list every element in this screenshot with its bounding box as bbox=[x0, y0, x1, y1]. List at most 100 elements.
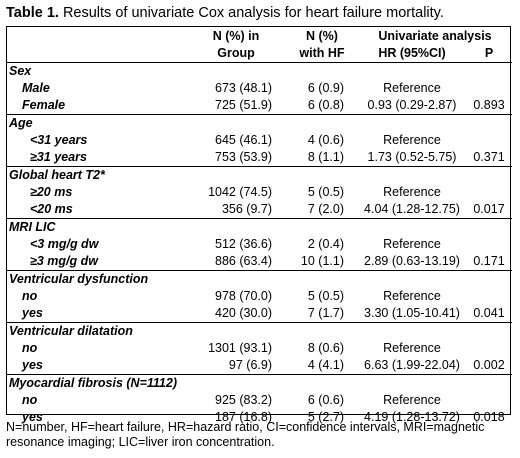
cell-n-group: 753 (53.9) bbox=[215, 150, 272, 164]
row-label: <31 years bbox=[30, 133, 88, 147]
table-row: yes 187 (16.8) 5 (2.7) 4.19 (1.28-13.72) 0.0… bbox=[6, 409, 512, 426]
table-row: ≥31 years 753 (53.9) 8 (1.1) 1.73 (0.52-5.7… bbox=[6, 149, 512, 167]
cell-p: 0.018 bbox=[473, 410, 505, 424]
table-title: Results of univariate Cox analysis for h… bbox=[58, 5, 444, 21]
cell-n-group: 97 (6.9) bbox=[228, 358, 272, 372]
cell-n-hf: 5 (0.5) bbox=[307, 289, 344, 303]
table-row: ≥3 mg/g dw 886 (63.4) 10 (1.1) 2.89 (0.63-1… bbox=[6, 253, 512, 271]
cell-n-group: 1042 (74.5) bbox=[208, 185, 272, 199]
cell-n-hf: 5 (2.7) bbox=[307, 410, 344, 424]
group-title: MRI LIC bbox=[6, 218, 513, 236]
cell-hr: 2.89 (0.63-13.19) bbox=[364, 254, 460, 268]
cell-n-hf: 5 (0.5) bbox=[307, 185, 344, 199]
table-footnote: N=number, HF=heart failure, HR=hazard ra… bbox=[6, 420, 485, 449]
cell-n-group: 925 (83.2) bbox=[215, 393, 272, 407]
cell-p: 0.017 bbox=[473, 202, 505, 216]
cell-hr: 6.63 (1.99-22.04) bbox=[364, 358, 460, 372]
row-label: yes bbox=[22, 358, 43, 372]
cell-hr: Reference bbox=[383, 81, 441, 95]
col-n-group-header: N (%) in bbox=[212, 29, 260, 43]
row-label: <3 mg/g dw bbox=[30, 237, 99, 251]
row-label: no bbox=[22, 393, 38, 407]
group-title: Global heart T2* bbox=[6, 166, 513, 184]
group-title: Age bbox=[6, 114, 513, 132]
col-p-header: P bbox=[484, 46, 494, 60]
row-label: ≥3 mg/g dw bbox=[30, 254, 98, 268]
table-label: Table 1. bbox=[6, 5, 59, 21]
cell-hr: Reference bbox=[383, 237, 441, 251]
table-row: no 925 (83.2) 6 (0.6) Reference bbox=[6, 392, 512, 409]
col-hr-header: HR (95%CI) bbox=[378, 46, 446, 60]
cell-p: 0.041 bbox=[473, 306, 505, 320]
cell-n-group: 725 (51.9) bbox=[215, 98, 272, 112]
cell-p bbox=[466, 184, 512, 201]
cell-p bbox=[466, 288, 512, 305]
cell-n-hf: 4 (0.6) bbox=[307, 133, 344, 147]
cell-hr: 0.93 (0.29-2.87) bbox=[367, 98, 457, 112]
cell-hr: 3.30 (1.05-10.41) bbox=[364, 306, 460, 320]
col-n-group-header-2: Group bbox=[217, 46, 255, 60]
table-row: no 1301 (93.1) 8 (0.6) Reference bbox=[6, 340, 512, 357]
table-row: ≥20 ms 1042 (74.5) 5 (0.5) Reference bbox=[6, 184, 512, 201]
group-header-row: Ventricular dilatation bbox=[6, 322, 513, 340]
cell-n-hf: 7 (2.0) bbox=[307, 202, 344, 216]
cell-p: 0.171 bbox=[473, 254, 505, 268]
cell-n-group: 886 (63.4) bbox=[215, 254, 272, 268]
group-title: Sex bbox=[6, 62, 513, 80]
row-label: Female bbox=[22, 98, 66, 112]
cell-n-group: 673 (48.1) bbox=[215, 81, 272, 95]
cell-hr: 4.19 (1.28-13.72) bbox=[364, 410, 460, 424]
cell-hr: 4.04 (1.28-12.75) bbox=[364, 202, 460, 216]
group-header-row: Myocardial fibrosis (N=1112) bbox=[6, 374, 513, 392]
cell-n-group: 356 (9.7) bbox=[221, 202, 272, 216]
row-label: <20 ms bbox=[30, 202, 73, 216]
row-label: yes bbox=[22, 306, 43, 320]
table-caption: Table 1. Results of univariate Cox analy… bbox=[6, 4, 444, 22]
row-label: no bbox=[22, 341, 38, 355]
group-title: Myocardial fibrosis (N=1112) bbox=[6, 374, 513, 392]
cell-n-hf: 2 (0.4) bbox=[307, 237, 344, 251]
cell-n-hf: 8 (0.6) bbox=[307, 341, 344, 355]
table-row: <31 years 645 (46.1) 4 (0.6) Reference bbox=[6, 132, 512, 149]
results-table: N (%) in N (%) Univariate analysis Group… bbox=[6, 26, 513, 426]
cell-n-hf: 7 (1.7) bbox=[307, 306, 344, 320]
group-header-row: Age bbox=[6, 114, 513, 132]
header-row-2: Group with HF HR (95%CI) P bbox=[6, 45, 512, 63]
group-header-row: Global heart T2* bbox=[6, 166, 513, 184]
cell-p bbox=[466, 132, 512, 149]
cell-n-group: 645 (46.1) bbox=[215, 133, 272, 147]
row-label: Male bbox=[22, 81, 50, 95]
cell-n-group: 420 (30.0) bbox=[215, 306, 272, 320]
table-row: Male 673 (48.1) 6 (0.9) Reference bbox=[6, 80, 512, 97]
cell-p: 0.371 bbox=[473, 150, 505, 164]
cell-hr: Reference bbox=[383, 133, 441, 147]
cell-hr: Reference bbox=[383, 341, 441, 355]
group-title: Ventricular dysfunction bbox=[6, 270, 513, 288]
table-row: no 978 (70.0) 5 (0.5) Reference bbox=[6, 288, 512, 305]
table-row: yes 97 (6.9) 4 (4.1) 6.63 (1.99-22.04) 0.002 bbox=[6, 357, 512, 375]
row-label: yes bbox=[22, 410, 43, 424]
cell-n-group: 1301 (93.1) bbox=[208, 341, 272, 355]
cell-n-hf: 6 (0.8) bbox=[307, 98, 344, 112]
cell-n-hf: 6 (0.9) bbox=[307, 81, 344, 95]
cell-n-hf: 8 (1.1) bbox=[307, 150, 344, 164]
cell-p: 0.002 bbox=[473, 358, 505, 372]
cell-hr: Reference bbox=[383, 185, 441, 199]
table-row: yes 420 (30.0) 7 (1.7) 3.30 (1.05-10.41) 0.0… bbox=[6, 305, 512, 323]
cell-hr: Reference bbox=[383, 393, 441, 407]
group-header-row: MRI LIC bbox=[6, 218, 513, 236]
cell-n-group: 512 (36.6) bbox=[215, 237, 272, 251]
cell-p bbox=[466, 340, 512, 357]
cell-n-hf: 4 (4.1) bbox=[307, 358, 344, 372]
row-label: ≥31 years bbox=[30, 150, 87, 164]
table-row: Female 725 (51.9) 6 (0.8) 0.93 (0.29-2.87) 0… bbox=[6, 97, 512, 115]
cell-p: 0.893 bbox=[473, 98, 505, 112]
cell-hr: 1.73 (0.52-5.75) bbox=[367, 150, 457, 164]
row-label: no bbox=[22, 289, 38, 303]
group-title: Ventricular dilatation bbox=[6, 322, 513, 340]
col-n-hf-header-2: with HF bbox=[299, 46, 345, 60]
cell-n-group: 978 (70.0) bbox=[215, 289, 272, 303]
group-header-row: Sex bbox=[6, 62, 513, 80]
cell-p bbox=[466, 236, 512, 253]
cell-hr: Reference bbox=[383, 289, 441, 303]
